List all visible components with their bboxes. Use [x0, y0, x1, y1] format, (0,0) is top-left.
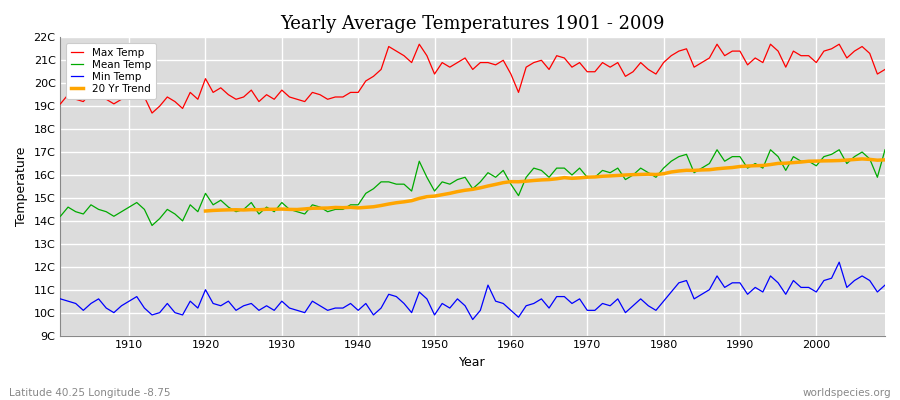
Mean Temp — [712, 147, 723, 152]
20 Yr Trend — [780, 161, 791, 166]
20 Yr Trend — [406, 198, 417, 203]
20 Yr Trend — [849, 157, 859, 162]
Min Temp — [506, 308, 517, 313]
Max Temp — [292, 97, 302, 102]
Mean Temp — [506, 182, 517, 186]
Min Temp — [833, 260, 844, 264]
Max Temp — [513, 90, 524, 95]
X-axis label: Year: Year — [459, 356, 486, 369]
Line: Mean Temp: Mean Temp — [60, 150, 885, 226]
20 Yr Trend — [857, 156, 868, 161]
Min Temp — [467, 317, 478, 322]
Max Temp — [338, 94, 348, 99]
Y-axis label: Temperature: Temperature — [15, 147, 28, 226]
Line: Min Temp: Min Temp — [60, 262, 885, 320]
Min Temp — [55, 296, 66, 301]
20 Yr Trend — [765, 162, 776, 167]
Title: Yearly Average Temperatures 1901 - 2009: Yearly Average Temperatures 1901 - 2009 — [281, 15, 665, 33]
Max Temp — [116, 97, 127, 102]
Max Temp — [147, 111, 158, 116]
Max Temp — [414, 42, 425, 47]
Mean Temp — [605, 170, 616, 175]
Mean Temp — [338, 207, 348, 212]
Max Temp — [612, 60, 623, 65]
Legend: Max Temp, Mean Temp, Min Temp, 20 Yr Trend: Max Temp, Mean Temp, Min Temp, 20 Yr Tre… — [66, 42, 156, 99]
Mean Temp — [513, 193, 524, 198]
Min Temp — [116, 303, 127, 308]
Max Temp — [521, 65, 532, 70]
Line: 20 Yr Trend: 20 Yr Trend — [205, 159, 885, 211]
Min Temp — [605, 303, 616, 308]
Mean Temp — [147, 223, 158, 228]
20 Yr Trend — [673, 168, 684, 173]
Min Temp — [879, 283, 890, 288]
Mean Temp — [292, 209, 302, 214]
20 Yr Trend — [200, 209, 211, 214]
Max Temp — [55, 102, 66, 106]
Min Temp — [513, 315, 524, 320]
Max Temp — [879, 67, 890, 72]
Min Temp — [284, 306, 295, 310]
Text: Latitude 40.25 Longitude -8.75: Latitude 40.25 Longitude -8.75 — [9, 388, 170, 398]
Min Temp — [330, 306, 341, 310]
20 Yr Trend — [879, 158, 890, 162]
Line: Max Temp: Max Temp — [60, 44, 885, 113]
20 Yr Trend — [292, 207, 302, 212]
Text: worldspecies.org: worldspecies.org — [803, 388, 891, 398]
Mean Temp — [879, 147, 890, 152]
Mean Temp — [55, 214, 66, 219]
Mean Temp — [116, 209, 127, 214]
